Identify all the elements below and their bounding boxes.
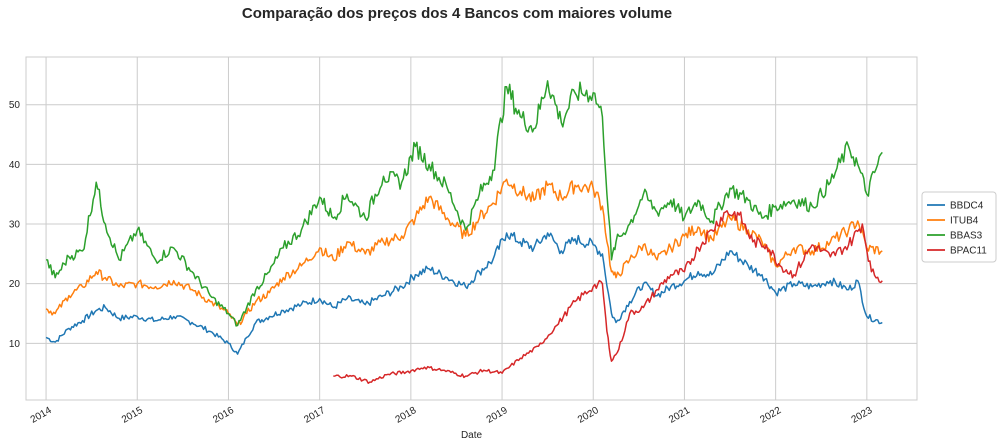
x-tick-label: 2018 bbox=[394, 405, 419, 426]
x-tick-label: 2016 bbox=[211, 405, 236, 426]
legend-label: BPAC11 bbox=[950, 246, 987, 257]
series-line-itub4 bbox=[45, 178, 883, 327]
x-tick-label: 2021 bbox=[667, 405, 692, 426]
x-tick-label: 2023 bbox=[850, 405, 875, 426]
y-tick-label: 20 bbox=[9, 279, 21, 290]
x-tick-label: 2019 bbox=[485, 405, 510, 426]
legend: BBDC4 ITUB4 BBAS3 BPAC11 bbox=[921, 191, 997, 263]
x-tick-label: 2017 bbox=[302, 405, 327, 426]
legend-label: ITUB4 bbox=[950, 216, 979, 227]
y-tick-label: 50 bbox=[9, 100, 21, 111]
x-tick-label: 2014 bbox=[29, 405, 54, 426]
y-tick-label: 40 bbox=[9, 160, 21, 171]
chart-title: Comparação dos preços dos 4 Bancos com m… bbox=[241, 5, 673, 22]
y-tick-label: 10 bbox=[9, 339, 21, 350]
y-tick-label: 30 bbox=[9, 220, 21, 231]
series-lines bbox=[45, 80, 883, 384]
x-tick-label: 2015 bbox=[120, 405, 145, 426]
legend-box bbox=[921, 191, 997, 263]
x-tick-label: 2022 bbox=[758, 405, 783, 426]
plot-area bbox=[25, 56, 918, 401]
legend-label: BBDC4 bbox=[950, 201, 984, 212]
legend-label: BBAS3 bbox=[950, 231, 983, 242]
x-axis-label: Date bbox=[461, 430, 483, 441]
series-line-bpac11 bbox=[333, 210, 883, 384]
series-line-bbdc4 bbox=[45, 231, 883, 355]
x-tick-label: 2020 bbox=[576, 405, 601, 426]
series-line-bbas3 bbox=[46, 80, 883, 327]
